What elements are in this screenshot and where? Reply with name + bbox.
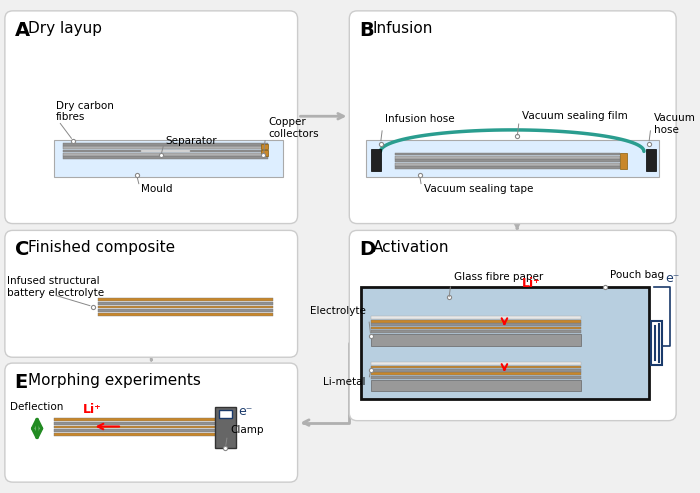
Bar — [371, 376, 580, 379]
Text: D: D — [359, 240, 375, 259]
Bar — [371, 362, 580, 365]
Bar — [54, 429, 234, 432]
Text: Li⁺: Li⁺ — [83, 403, 102, 416]
Text: Dry layup: Dry layup — [28, 21, 102, 35]
Text: Vacuum
hose: Vacuum hose — [654, 113, 696, 135]
Bar — [371, 317, 580, 319]
Bar — [97, 302, 273, 305]
Bar — [371, 149, 381, 171]
Text: B: B — [359, 21, 374, 39]
FancyBboxPatch shape — [5, 363, 297, 482]
Bar — [97, 306, 273, 309]
Bar — [646, 149, 656, 171]
Text: Copper
collectors: Copper collectors — [268, 117, 319, 139]
Text: C: C — [15, 240, 29, 259]
Bar — [64, 143, 268, 145]
FancyBboxPatch shape — [5, 230, 297, 357]
Text: Activation: Activation — [372, 240, 449, 255]
Bar — [395, 152, 620, 155]
Text: e⁻: e⁻ — [666, 272, 680, 285]
FancyBboxPatch shape — [349, 11, 676, 223]
Text: Separator: Separator — [166, 136, 218, 145]
Bar — [651, 321, 662, 365]
Bar — [371, 380, 580, 391]
Bar — [64, 146, 268, 149]
FancyBboxPatch shape — [366, 140, 659, 176]
Bar — [371, 330, 580, 333]
Bar — [64, 156, 268, 159]
Text: Electrolyte: Electrolyte — [310, 306, 366, 317]
Bar — [215, 407, 236, 448]
Text: Deflection: Deflection — [10, 402, 63, 412]
Bar — [97, 314, 273, 317]
Bar — [395, 163, 620, 166]
Text: Li-metal: Li-metal — [323, 377, 366, 387]
Bar — [64, 149, 268, 152]
Bar — [395, 159, 620, 162]
Bar — [260, 150, 268, 156]
Bar — [371, 334, 580, 346]
Bar — [97, 310, 273, 313]
Text: A: A — [15, 21, 30, 39]
Bar — [54, 433, 234, 436]
Text: Vacuum sealing film: Vacuum sealing film — [522, 111, 628, 121]
Bar — [371, 326, 580, 329]
Text: Finished composite: Finished composite — [28, 240, 176, 255]
Bar — [371, 372, 580, 375]
FancyBboxPatch shape — [54, 140, 283, 176]
Text: Infused structural
battery electrolyte: Infused structural battery electrolyte — [7, 276, 104, 298]
FancyBboxPatch shape — [349, 230, 676, 421]
FancyBboxPatch shape — [5, 11, 297, 223]
Text: Pouch bag: Pouch bag — [610, 270, 664, 281]
Bar — [218, 410, 232, 418]
Bar — [54, 418, 234, 421]
Bar — [371, 323, 580, 326]
Bar — [620, 153, 627, 169]
Text: Mould: Mould — [141, 184, 173, 194]
Text: E: E — [15, 373, 28, 392]
Text: e⁻: e⁻ — [238, 405, 253, 418]
Text: Dry carbon
fibres: Dry carbon fibres — [55, 101, 113, 122]
Bar — [371, 369, 580, 372]
Bar — [371, 319, 580, 322]
Text: Li⁺: Li⁺ — [522, 277, 540, 290]
Text: Glass fibre paper: Glass fibre paper — [454, 272, 543, 282]
Bar — [395, 166, 620, 169]
Text: Clamp: Clamp — [230, 425, 264, 435]
FancyBboxPatch shape — [361, 287, 649, 399]
Bar — [64, 153, 268, 156]
Bar — [54, 422, 234, 424]
Bar — [371, 365, 580, 368]
Text: Vacuum sealing tape: Vacuum sealing tape — [424, 184, 534, 194]
Text: Infusion hose: Infusion hose — [386, 114, 455, 124]
Bar — [54, 425, 234, 428]
Bar — [141, 149, 190, 152]
Bar — [260, 143, 268, 149]
Text: Morphing experiments: Morphing experiments — [28, 373, 201, 388]
Bar — [395, 156, 620, 159]
Bar — [97, 298, 273, 301]
Text: Infusion: Infusion — [372, 21, 433, 35]
